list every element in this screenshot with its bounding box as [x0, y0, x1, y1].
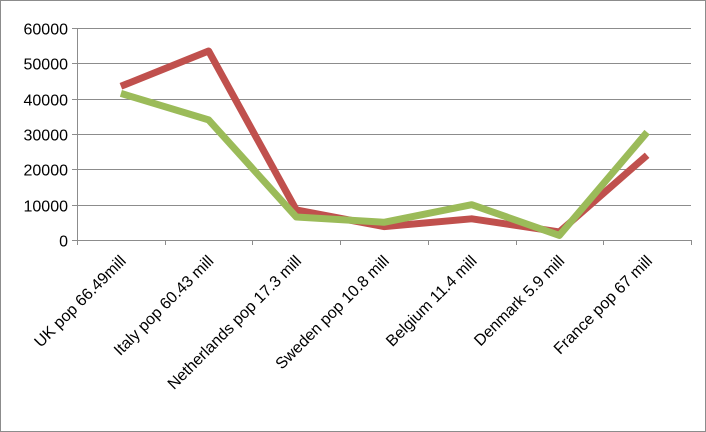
y-tick-label-60000: 60000: [24, 22, 69, 39]
series-line-1: [119, 47, 650, 236]
y-tick-label-50000: 50000: [24, 57, 69, 74]
series-line-2: [119, 90, 650, 239]
y-tick-label-30000: 30000: [24, 128, 69, 145]
y-axis-tick-labels: 0 10000 20000 30000 40000 50000 60000: [24, 22, 69, 251]
series-lines: [119, 47, 650, 239]
axes: [72, 28, 692, 245]
x-tick-label-5: Denmark 5.9 mill: [471, 253, 568, 350]
y-tick-label-0: 0: [59, 234, 68, 251]
x-tick-label-6: France pop 67 mill: [551, 253, 656, 358]
x-tick-label-0: UK pop 66.49mill: [32, 253, 130, 351]
y-tick-label-40000: 40000: [24, 93, 69, 110]
y-tick-label-10000: 10000: [24, 199, 69, 216]
gridlines: [77, 28, 691, 206]
y-tick-label-20000: 20000: [24, 163, 69, 180]
x-tick-label-4: Belgium 11.4 mill: [383, 253, 480, 350]
